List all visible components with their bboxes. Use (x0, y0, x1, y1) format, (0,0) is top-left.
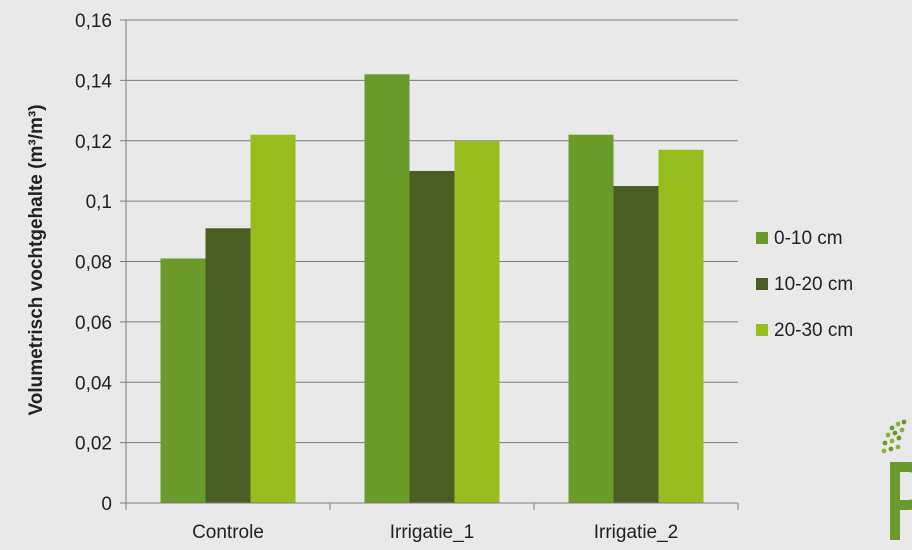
legend-label: 10-20 cm (774, 274, 853, 295)
bar (454, 140, 500, 503)
bar (160, 258, 206, 503)
x-tick-label: Irrigatie_1 (390, 522, 475, 543)
legend-swatch (756, 232, 768, 244)
axes (125, 20, 739, 510)
y-axis-label: Volumetrisch vochtgehalte (m³/m³) (26, 104, 47, 415)
y-tick-label: 0,14 (75, 71, 112, 92)
bar (658, 149, 704, 503)
legend-swatch (756, 278, 768, 290)
y-tick-labels: 0 0,02 0,04 0,06 0,08 0,1 0,12 0,14 0,16 (75, 11, 112, 515)
y-tick-label: 0,08 (75, 253, 112, 274)
bar (205, 228, 251, 503)
bar (613, 186, 659, 503)
y-tick-label: 0,02 (75, 434, 112, 455)
y-tick-label: 0,12 (75, 132, 112, 153)
y-tick-label: 0,04 (75, 373, 112, 394)
bars (160, 74, 704, 504)
bar (364, 74, 410, 504)
x-tick-labels: Controle Irrigatie_1 Irrigatie_2 (192, 522, 678, 543)
y-tick-label: 0,16 (75, 11, 112, 32)
bar (250, 134, 296, 503)
y-tick-label: 0,1 (86, 192, 112, 213)
x-tick-label: Irrigatie_2 (594, 522, 679, 543)
y-tick-label: 0 (101, 494, 112, 515)
legend-label: 0-10 cm (774, 228, 843, 249)
x-tick-label: Controle (192, 522, 264, 543)
bar (409, 170, 455, 503)
leaf-logo-icon (881, 419, 912, 540)
legend: 0-10 cm 10-20 cm 20-30 cm (756, 228, 853, 341)
legend-label: 20-30 cm (774, 320, 853, 341)
y-tick-label: 0,06 (75, 313, 112, 334)
legend-swatch (756, 324, 768, 336)
bar (568, 134, 614, 503)
